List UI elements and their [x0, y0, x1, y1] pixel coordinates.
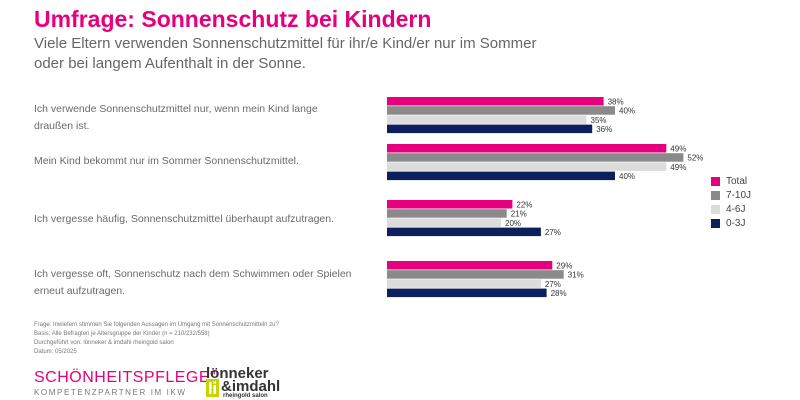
legend-swatch [711, 218, 720, 228]
legend-swatch [711, 204, 720, 214]
bar-value-label: 52% [687, 154, 703, 163]
category-label: Ich vergesse häufig, Sonnenschutzmittel … [34, 213, 335, 225]
bar [387, 97, 604, 106]
logo-brand-name: SCHÖNHEITSPFLEGE" [34, 369, 217, 386]
bar [387, 261, 553, 270]
footnote-question: Frage: Inwiefern stimmen Sie folgenden A… [34, 321, 279, 330]
logo-mark-icon [206, 379, 219, 397]
page-title: Umfrage: Sonnenschutz bei Kindern [34, 6, 432, 32]
bar-value-label: 20% [505, 219, 521, 228]
footnote-date: Datum: 05/2025 [34, 348, 279, 357]
logo-text-line2: &imdahl [221, 378, 281, 395]
bar [387, 288, 547, 298]
category-label: Mein Kind bekommt nur im Sommer Sonnensc… [34, 155, 299, 167]
legend-item: 0-3J [711, 216, 751, 230]
legend-item: 7-10J [711, 188, 751, 202]
bar [387, 209, 507, 218]
legend-label: 0-3J [726, 217, 746, 229]
bar [387, 106, 615, 115]
logo-subtext: rheingold salon [223, 393, 268, 399]
bar-value-label: 40% [619, 172, 635, 181]
legend-label: 7-10J [726, 189, 752, 201]
logo-text-line1: lönneker [206, 365, 269, 382]
schoenheitspflege-logo: SCHÖNHEITSPFLEGE" KOMPETENZPARTNER IM IK… [34, 369, 216, 398]
category-label: Ich vergesse oft, Sonnenschutz nach dem … [34, 268, 352, 297]
bar [387, 124, 593, 134]
footnote-basis: Basis: Alle Befragten je Altersgruppe de… [34, 330, 279, 339]
bar-value-label: 35% [591, 116, 607, 125]
footnote-label: Frage: [34, 322, 52, 328]
bar [387, 218, 501, 227]
bar-value-label: 22% [516, 201, 532, 210]
bar-value-label: 27% [545, 280, 561, 289]
legend-label: Total [726, 175, 748, 187]
bar-value-label: 36% [596, 125, 612, 134]
footnote-label: Basis: [34, 331, 51, 337]
legend-label: 4-6J [726, 203, 746, 215]
bar-value-label: 28% [551, 289, 567, 298]
footnotes: Frage: Inwiefern stimmen Sie folgenden A… [34, 321, 279, 357]
bar-value-label: 31% [568, 271, 584, 280]
bar-value-label: 21% [511, 210, 527, 219]
footnote-text: 05/2025 [55, 349, 77, 355]
bar-value-label: 40% [619, 107, 635, 116]
legend-swatch [711, 176, 720, 186]
bar [387, 162, 667, 171]
logo-tagline: KOMPETENZPARTNER IM IKW [34, 388, 187, 397]
footnote-text: lönneker & imdahl rheingold salon [83, 340, 174, 346]
bar [387, 153, 684, 162]
bar-value-label: 49% [670, 163, 686, 172]
bar [387, 200, 513, 209]
bar [387, 115, 587, 124]
legend-item: Total [711, 174, 751, 188]
bar-value-label: 29% [556, 262, 572, 271]
page-subtitle: Viele Eltern verwenden Sonnenschutzmitte… [34, 35, 537, 72]
loenneker-imdahl-logo: lönneker &imdahl rheingold salon [206, 366, 316, 400]
bar [387, 227, 541, 237]
bar-value-label: 38% [608, 98, 624, 107]
footnote-label: Datum: [34, 349, 54, 355]
bar [387, 144, 667, 153]
footnote-by: Durchgeführt von: lönneker & imdahl rhei… [34, 339, 279, 348]
category-label: Ich verwende Sonnenschutzmittel nur, wen… [34, 103, 318, 132]
bar [387, 270, 564, 279]
bar [387, 279, 541, 288]
bar-value-label: 49% [670, 145, 686, 154]
footnote-text: Inwiefern stimmen Sie folgenden Aussagen… [53, 322, 279, 328]
footnote-label: Durchgeführt von: [34, 340, 82, 346]
bar [387, 171, 615, 181]
legend-swatch [711, 190, 720, 200]
legend: Total 7-10J 4-6J 0-3J [711, 174, 751, 230]
footnote-text: Alle Befragten je Altersgruppe der Kinde… [51, 331, 210, 337]
legend-item: 4-6J [711, 202, 751, 216]
bar-value-label: 27% [545, 228, 561, 237]
